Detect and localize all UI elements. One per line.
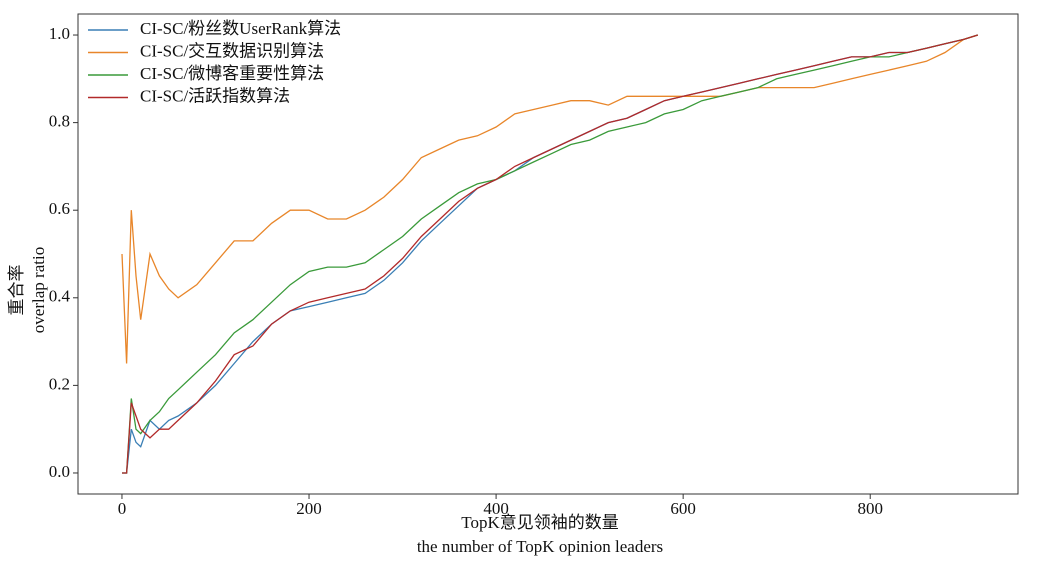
y-tick-label: 0.4 bbox=[49, 287, 71, 306]
legend-label: CI-SC/粉丝数UserRank算法 bbox=[140, 19, 341, 38]
x-axis-label: TopK意见领袖的数量 bbox=[461, 513, 618, 532]
y-tick-label: 1.0 bbox=[49, 24, 70, 43]
x-tick-label: 0 bbox=[118, 499, 127, 518]
x-tick-label: 800 bbox=[857, 499, 883, 518]
y-axis-label: overlap ratio bbox=[29, 247, 48, 333]
y-axis-label: 重合率 bbox=[7, 265, 26, 316]
x-tick-label: 400 bbox=[483, 499, 509, 518]
series-line bbox=[122, 34, 978, 474]
y-tick-label: 0.2 bbox=[49, 374, 70, 393]
legend-label: CI-SC/微博客重要性算法 bbox=[140, 64, 324, 83]
y-tick-label: 0.0 bbox=[49, 462, 70, 481]
legend-label: CI-SC/活跃指数算法 bbox=[140, 86, 290, 105]
y-tick-label: 0.8 bbox=[49, 112, 70, 131]
x-axis-label: the number of TopK opinion leaders bbox=[417, 537, 663, 556]
legend-label: CI-SC/交互数据识别算法 bbox=[140, 41, 324, 60]
x-tick-label: 200 bbox=[296, 499, 322, 518]
x-tick-label: 600 bbox=[670, 499, 696, 518]
series-line bbox=[121, 34, 978, 364]
y-tick-label: 0.6 bbox=[49, 199, 70, 218]
series-line bbox=[122, 34, 978, 474]
plot-frame bbox=[77, 13, 1019, 495]
